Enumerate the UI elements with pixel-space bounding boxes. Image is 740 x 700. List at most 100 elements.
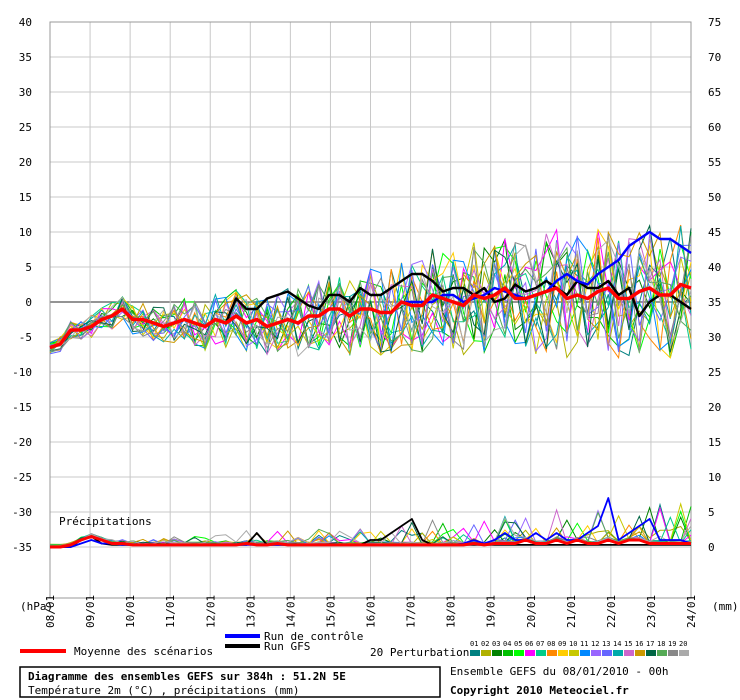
- legend-mean-label: Moyenne des scénarios: [74, 645, 213, 658]
- perturbation-legend-swatch-02: [481, 650, 491, 656]
- x-tick-label: 21/01: [565, 595, 578, 628]
- right-tick-label: 60: [708, 121, 721, 134]
- perturbation-legend-swatch-12: [591, 650, 601, 656]
- perturbation-19-temp-line: [49, 234, 692, 353]
- perturbation-legend-id-12: 12: [591, 640, 599, 648]
- x-tick-label: 09/01: [84, 595, 97, 628]
- perturbation-legend-swatch-01: [470, 650, 480, 656]
- perturbation-15-temp-line: [49, 233, 692, 356]
- perturbation-legend-id-18: 18: [657, 640, 665, 648]
- perturbation-legend-id-13: 13: [602, 640, 610, 648]
- perturbation-legend-id-02: 02: [481, 640, 489, 648]
- perturbation-legend-swatch-06: [525, 650, 535, 656]
- left-tick-label: -15: [12, 401, 32, 414]
- perturbation-legend-swatch-04: [503, 650, 513, 656]
- perturbation-legend-swatch-17: [646, 650, 656, 656]
- perturbation-legend: 01 02 03 04 05 06 07 08 09 10 11 12 13 14 15 16 17 18 19 20: [470, 640, 689, 656]
- x-tick-label: 23/01: [645, 595, 658, 628]
- right-tick-label: 35: [708, 296, 721, 309]
- x-tick-label: 12/01: [204, 595, 217, 628]
- x-tick-label: 13/01: [244, 595, 257, 628]
- left-tick-label: 20: [19, 156, 32, 169]
- left-axis: 40 35 30 25 20 15 10 5 0 -5 -10 -15 -20 -25 -30 -35: [12, 16, 32, 554]
- perturbation-legend-id-10: 10: [569, 640, 577, 648]
- x-tick-label: 20/01: [525, 595, 538, 628]
- perturbation-legend-swatch-09: [558, 650, 568, 656]
- x-tick-label: 16/01: [365, 595, 378, 628]
- perturbation-17-temp-line: [49, 224, 692, 353]
- right-tick-label: 45: [708, 226, 721, 239]
- left-tick-label: 35: [19, 51, 32, 64]
- perturbation-legend-swatch-10: [569, 650, 579, 656]
- right-axis-unit: (mm): [712, 600, 739, 613]
- left-tick-label: 0: [25, 296, 32, 309]
- x-tick-label: 17/01: [405, 595, 418, 628]
- perturbation-legend-id-19: 19: [668, 640, 676, 648]
- legend-control-label: Run de contrôle: [264, 630, 363, 643]
- x-tick-label: 10/01: [124, 595, 137, 628]
- right-tick-label: 5: [708, 506, 715, 519]
- perturbation-legend-swatch-13: [602, 650, 612, 656]
- right-tick-label: 25: [708, 366, 721, 379]
- perturbation-legend-id-08: 08: [547, 640, 555, 648]
- main-series: [49, 230, 692, 549]
- perturbation-legend-id-16: 16: [635, 640, 643, 648]
- perturbation-legend-id-11: 11: [580, 640, 588, 648]
- x-tick-label: 24/01: [685, 595, 698, 628]
- perturbation-legend-swatch-08: [547, 650, 557, 656]
- perturbation-legend-id-14: 14: [613, 640, 621, 648]
- left-tick-label: -20: [12, 436, 32, 449]
- chart-subtitle: Température 2m (°C) , précipitations (mm…: [28, 684, 300, 697]
- left-tick-label: 30: [19, 86, 32, 99]
- chart-title: Diagramme des ensembles GEFS sur 384h : …: [28, 670, 346, 683]
- perturbation-legend-swatch-19: [668, 650, 678, 656]
- right-tick-label: 65: [708, 86, 721, 99]
- perturbation-legend-id-17: 17: [646, 640, 654, 648]
- right-tick-label: 55: [708, 156, 721, 169]
- right-tick-label: 70: [708, 51, 721, 64]
- left-axis-unit: (hPa): [20, 600, 53, 613]
- perturbation-legend-swatch-15: [624, 650, 634, 656]
- perturbation-legend-swatch-07: [536, 650, 546, 656]
- perturbation-legend-id-06: 06: [525, 640, 533, 648]
- left-tick-label: 10: [19, 226, 32, 239]
- precip-label: Précipitations: [59, 515, 152, 528]
- perturbation-legend-id-04: 04: [503, 640, 511, 648]
- legend-perturbations-label: 20 Perturbations: [370, 646, 476, 659]
- perturbation-legend-swatch-20: [679, 650, 689, 656]
- perturbation-legend-id-05: 05: [514, 640, 522, 648]
- left-tick-label: -10: [12, 366, 32, 379]
- mean-precip-line: [50, 535, 691, 549]
- perturbation-legend-swatch-11: [580, 650, 590, 656]
- perturbation-legend-id-20: 20: [679, 640, 687, 648]
- left-tick-label: 5: [25, 261, 32, 274]
- right-tick-label: 20: [708, 401, 721, 414]
- perturbation-13-temp-line: [49, 235, 692, 355]
- perturbation-legend-swatch-03: [492, 650, 502, 656]
- x-tick-label: 15/01: [324, 595, 337, 628]
- right-tick-label: 30: [708, 331, 721, 344]
- x-tick-label: 11/01: [164, 595, 177, 628]
- x-tick-label: 08/01: [44, 595, 57, 628]
- right-tick-label: 50: [708, 191, 721, 204]
- right-tick-label: 15: [708, 436, 721, 449]
- left-tick-label: -30: [12, 506, 32, 519]
- left-tick-label: -5: [19, 331, 32, 344]
- perturbation-legend-id-15: 15: [624, 640, 632, 648]
- left-tick-label: 15: [19, 191, 32, 204]
- copyright: Copyright 2010 Meteociel.fr: [450, 684, 629, 697]
- x-tick-label: 14/01: [284, 595, 297, 628]
- left-tick-label: 40: [19, 16, 32, 29]
- right-tick-label: 10: [708, 471, 721, 484]
- perturbation-legend-id-07: 07: [536, 640, 544, 648]
- x-tick-label: 22/01: [605, 595, 618, 628]
- run-info: Ensemble GEFS du 08/01/2010 - 00h: [450, 665, 669, 678]
- perturbation-legend-swatch-16: [635, 650, 645, 656]
- x-tick-label: 18/01: [445, 595, 458, 628]
- perturbation-legend-id-01: 01: [470, 640, 478, 648]
- perturbation-legend-swatch-18: [657, 650, 667, 656]
- right-tick-label: 40: [708, 261, 721, 274]
